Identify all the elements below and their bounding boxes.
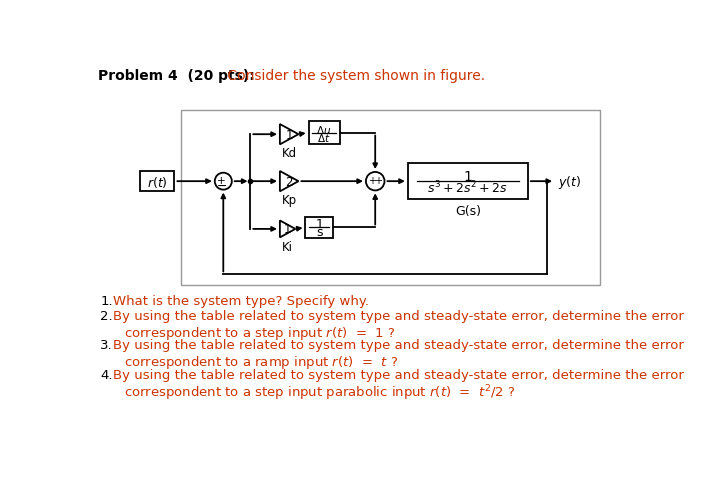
Text: correspondent to a step input parabolic input $r(t)$  =  $t^2/2$ ?: correspondent to a step input parabolic … [124,382,516,402]
Text: +: + [217,175,225,185]
Text: Kd: Kd [282,147,297,159]
Polygon shape [280,125,299,145]
Text: G(s): G(s) [455,204,481,217]
Text: 2: 2 [285,175,293,188]
Text: 1.: 1. [100,295,113,308]
Text: $s^3+2s^2+2s$: $s^3+2s^2+2s$ [428,180,508,196]
Text: −: − [217,179,227,192]
Text: $y(t)$: $y(t)$ [558,173,582,190]
Bar [181,110,600,286]
Bar [309,122,340,145]
Text: 1: 1 [464,169,472,183]
Text: 1: 1 [285,128,293,141]
Text: $\Delta u$: $\Delta u$ [317,123,332,136]
Text: Consider the system shown in figure.: Consider the system shown in figure. [223,69,485,83]
Text: 2.: 2. [100,309,113,322]
Text: By using the table related to system type and steady-state error, determine the : By using the table related to system typ… [113,309,684,322]
Text: +: + [368,175,376,185]
Text: correspondent to a ramp input $r(t)$  =  $t$ ?: correspondent to a ramp input $r(t)$ = $… [124,353,398,370]
Text: 3.: 3. [100,338,113,351]
Circle shape [215,173,232,190]
Text: What is the system type? Specify why.: What is the system type? Specify why. [113,295,369,308]
Bar [408,164,528,199]
Bar [140,172,174,192]
Text: $r(t)$: $r(t)$ [147,174,168,189]
Circle shape [366,173,384,191]
Text: By using the table related to system type and steady-state error, determine the : By using the table related to system typ… [113,368,684,381]
Text: 1: 1 [315,218,323,230]
Text: s: s [316,225,323,238]
Polygon shape [280,221,295,238]
Polygon shape [280,172,299,192]
Text: $\Delta t$: $\Delta t$ [318,131,330,143]
Text: Problem 4  (20 pts):: Problem 4 (20 pts): [98,69,254,83]
Text: 4.: 4. [100,368,112,381]
Text: +: + [374,175,382,185]
Text: By using the table related to system type and steady-state error, determine the : By using the table related to system typ… [113,338,684,351]
Text: correspondent to a step input $r(t)$  =  1 ?: correspondent to a step input $r(t)$ = 1… [124,324,395,341]
Bar [305,217,333,239]
Text: Ki: Ki [282,241,293,254]
Text: Kp: Kp [282,193,297,206]
Text: 1: 1 [284,223,292,236]
